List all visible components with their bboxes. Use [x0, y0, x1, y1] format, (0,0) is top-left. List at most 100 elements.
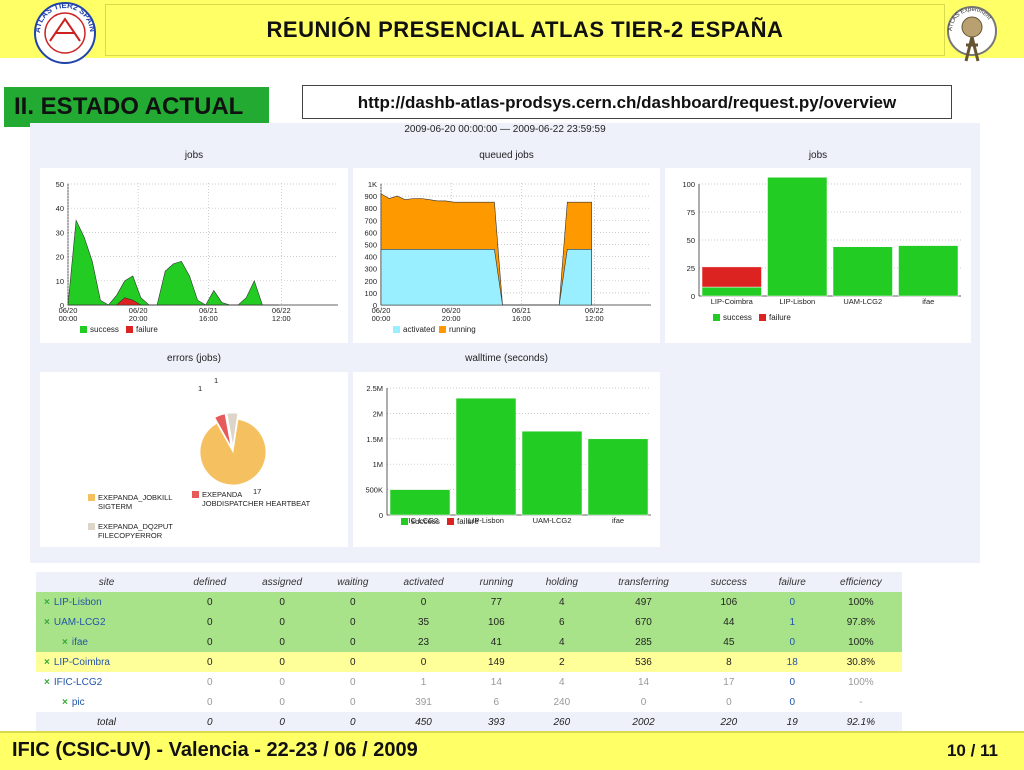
chart-panel-queued: 0 100 200 300 400 500 600 700 800 900 1K 06/20 00:00…	[353, 168, 660, 343]
cell-success: 44	[692, 612, 765, 632]
x-category-label: UAM-LCG2	[533, 516, 572, 525]
cell-holding: 6	[529, 612, 595, 632]
cell-assigned: 0	[242, 632, 322, 652]
chart-panel-errors: 17 1 1 EXEPANDA_JOBKILL SIGTERM EXEPANDA JOBDI…	[40, 372, 348, 547]
y-tick-label: 400	[364, 253, 377, 262]
legend-swatch-running	[439, 326, 446, 333]
table-header-row: site defined assigned waiting activated runni…	[36, 572, 902, 592]
table-row: × pic 0 0 0 391 6 240 0 0 0-	[36, 692, 902, 712]
cell-transferring: 285	[594, 632, 693, 652]
total-cell-assigned: 0	[242, 712, 322, 732]
y-tick-label: 0	[60, 301, 64, 310]
x-tick-label: 06/22	[272, 306, 291, 315]
site-link[interactable]: LIP-Coimbra	[53, 656, 110, 668]
cell-efficiency: 100%	[819, 672, 902, 692]
legend-swatch-failure	[759, 314, 766, 321]
column-header-success[interactable]: success	[692, 572, 765, 592]
cell-success: 17	[692, 672, 765, 692]
legend-label-failure: failure	[457, 517, 479, 526]
site-link[interactable]: ifae	[71, 636, 88, 648]
y-tick-label: 800	[364, 204, 377, 213]
legend-swatch	[192, 491, 199, 498]
x-tick-label: 06/20	[59, 306, 78, 315]
cell-assigned: 0	[242, 612, 322, 632]
x-tick-label: 00:00	[59, 314, 78, 323]
y-tick-label: 50	[687, 236, 695, 245]
cell-assigned: 0	[242, 592, 322, 612]
y-tick-label: 2.5M	[366, 384, 383, 393]
cell-waiting: 0	[321, 592, 384, 612]
x-category-label: UAM-LCG2	[843, 297, 882, 306]
cell-defined: 0	[177, 652, 243, 672]
x-category-label: LIP-Lisbon	[468, 516, 504, 525]
cell-failure: 0	[764, 592, 820, 612]
site-link[interactable]: IFIC-LCG2	[53, 676, 103, 688]
total-cell-success: 220	[692, 712, 765, 732]
column-header-site[interactable]: site	[36, 572, 178, 592]
cell-waiting: 0	[321, 652, 384, 672]
cell-waiting: 0	[321, 672, 384, 692]
cell-efficiency: -	[819, 692, 902, 712]
column-header-waiting[interactable]: waiting	[321, 572, 384, 592]
legend-label-failure: failure	[136, 325, 158, 334]
y-tick-label: 1M	[373, 460, 383, 469]
column-header-defined[interactable]: defined	[177, 572, 243, 592]
pie-value-label: 17	[253, 487, 261, 496]
site-link[interactable]: UAM-LCG2	[53, 616, 106, 628]
column-header-transferring[interactable]: transferring	[594, 572, 693, 592]
cell-defined: 0	[177, 672, 243, 692]
site-status-icon: ×	[44, 676, 50, 688]
dashboard-url[interactable]: http://dashb-atlas-prodsys.cern.ch/dashb…	[302, 85, 952, 119]
column-header-failure[interactable]: failure	[764, 572, 820, 592]
chart-title-queued: queued jobs	[479, 150, 534, 161]
x-tick-label: 00:00	[372, 314, 391, 323]
cell-defined: 0	[177, 632, 243, 652]
site-status-icon: ×	[44, 596, 50, 608]
cell-success: 106	[692, 592, 765, 612]
y-tick-label: 25	[687, 264, 695, 273]
y-tick-label: 200	[364, 277, 377, 286]
legend-swatch	[88, 494, 95, 501]
site-link[interactable]: pic	[71, 696, 85, 708]
site-status-icon: ×	[44, 616, 50, 628]
y-tick-label: 500K	[365, 486, 383, 495]
cell-running: 106	[463, 612, 530, 632]
section-title: II. ESTADO ACTUAL	[4, 87, 269, 127]
column-header-running[interactable]: running	[463, 572, 530, 592]
site-link[interactable]: LIP-Lisbon	[53, 596, 102, 608]
bar-success-LIP-Lisbon	[767, 177, 828, 297]
cell-failure: 0	[764, 692, 820, 712]
column-header-holding[interactable]: holding	[529, 572, 595, 592]
bar-success-LIP-Lisbon	[455, 397, 517, 516]
total-cell-efficiency: 92.1%	[819, 712, 902, 732]
site-status-icon: ×	[62, 636, 68, 648]
column-header-activated[interactable]: activated	[384, 572, 464, 592]
y-tick-label: 40	[56, 204, 64, 213]
x-tick-label: 16:00	[199, 314, 218, 323]
jobs-time-chart: 0102030405006/2000:0006/2020:0006/2116:0…	[56, 180, 338, 334]
cell-transferring: 536	[594, 652, 693, 672]
site-status-icon: ×	[44, 656, 50, 668]
bar-success-UAM-LCG2	[832, 246, 893, 297]
y-tick-label: 500	[364, 241, 377, 250]
cell-running: 6	[463, 692, 530, 712]
cell-efficiency: 97.8%	[819, 612, 902, 632]
x-tick-label: 06/20	[442, 306, 461, 315]
column-header-assigned[interactable]: assigned	[242, 572, 322, 592]
x-category-label: LIP-Lisbon	[779, 297, 815, 306]
y-tick-label: 100	[364, 289, 377, 298]
cell-failure: 0	[764, 672, 820, 692]
x-category-label: ifae	[612, 516, 624, 525]
cell-success: 0	[692, 692, 765, 712]
bar-success-IFIC-LCG2	[389, 489, 451, 516]
cell-holding: 4	[529, 632, 595, 652]
cell-failure: 1	[764, 612, 820, 632]
column-header-efficiency[interactable]: efficiency	[819, 572, 902, 592]
legend-label: EXEPANDA_DQ2PUT FILECOPYERROR	[98, 522, 173, 540]
cell-running: 77	[463, 592, 530, 612]
legend-swatch-activated	[393, 326, 400, 333]
x-category-label: IFIC-LCG2	[402, 516, 438, 525]
cell-efficiency: 30.8%	[819, 652, 902, 672]
x-tick-label: 12:00	[272, 314, 291, 323]
overview-table: site defined assigned waiting activated runni…	[36, 572, 902, 732]
